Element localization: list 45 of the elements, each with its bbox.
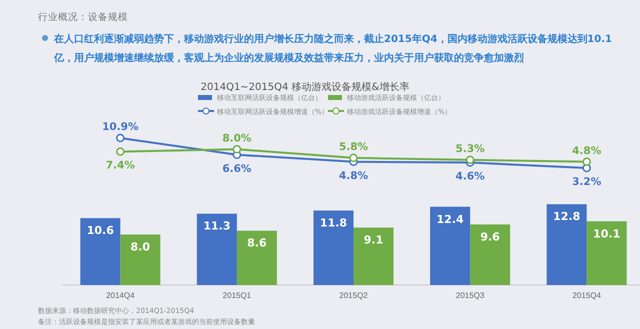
data-label: 6.6% [222, 162, 252, 175]
data-label: 5.3% [456, 142, 486, 155]
bar [236, 230, 277, 285]
chart-title: 2014Q1~2015Q4 移动游戏设备规模&增长率 [200, 81, 410, 93]
point [582, 164, 591, 172]
bar [120, 234, 160, 285]
data-label: 4.8% [338, 170, 369, 182]
x-tick-label: 2015Q3 [456, 291, 485, 300]
bar [546, 204, 587, 285]
data-label: 10.1 [593, 227, 620, 240]
data-label: 7.4% [106, 160, 136, 172]
point [349, 154, 358, 162]
data-label: 9.1 [364, 234, 384, 247]
data-label: 8.0% [222, 132, 252, 144]
x-tick-label: 2015Q2 [339, 291, 368, 300]
point [116, 134, 125, 142]
point [466, 156, 474, 164]
data-label: 10.9% [102, 121, 139, 133]
data-label: 4.6% [456, 170, 486, 183]
chart-subtitle: 在人口红利逐渐减弱趋势下，移动游戏行业的用户增长压力随之而来，截止2015年Q4，国内移动游戏活跃设备规模达到10.1亿，用户规模增速继续放缓，客观上为企业的发展规模及效益带来压力，业内关于用户获取的竞争愈加激烈 [53, 33, 612, 64]
text: 行业概况：设备规模 [38, 11, 128, 23]
data-label: 9.6 [480, 230, 500, 244]
bar [80, 218, 120, 285]
data-label: 10.6 [86, 224, 114, 238]
data-label: 4.8% [572, 144, 602, 157]
data-label: 11.8 [320, 216, 348, 230]
point [232, 145, 242, 154]
bar [470, 224, 510, 285]
data-label: 12.8 [553, 210, 580, 224]
bar [354, 228, 394, 285]
bar [196, 214, 237, 285]
data-label: 12.4 [436, 212, 464, 226]
x-tick-label: 2015Q1 [222, 291, 252, 300]
bar [314, 210, 354, 285]
point [116, 147, 125, 156]
x-tick-label: 2015Q4 [572, 291, 602, 300]
point [582, 158, 591, 166]
bar [586, 221, 627, 285]
data-label: 11.3 [203, 220, 230, 233]
data-label: 3.2% [572, 176, 602, 188]
x-tick-label: 2014Q4 [106, 291, 136, 300]
data-label: 8.6 [247, 236, 267, 250]
data-label: 8.0 [130, 240, 150, 254]
data-label: 5.8% [338, 140, 369, 153]
bar [430, 206, 470, 285]
